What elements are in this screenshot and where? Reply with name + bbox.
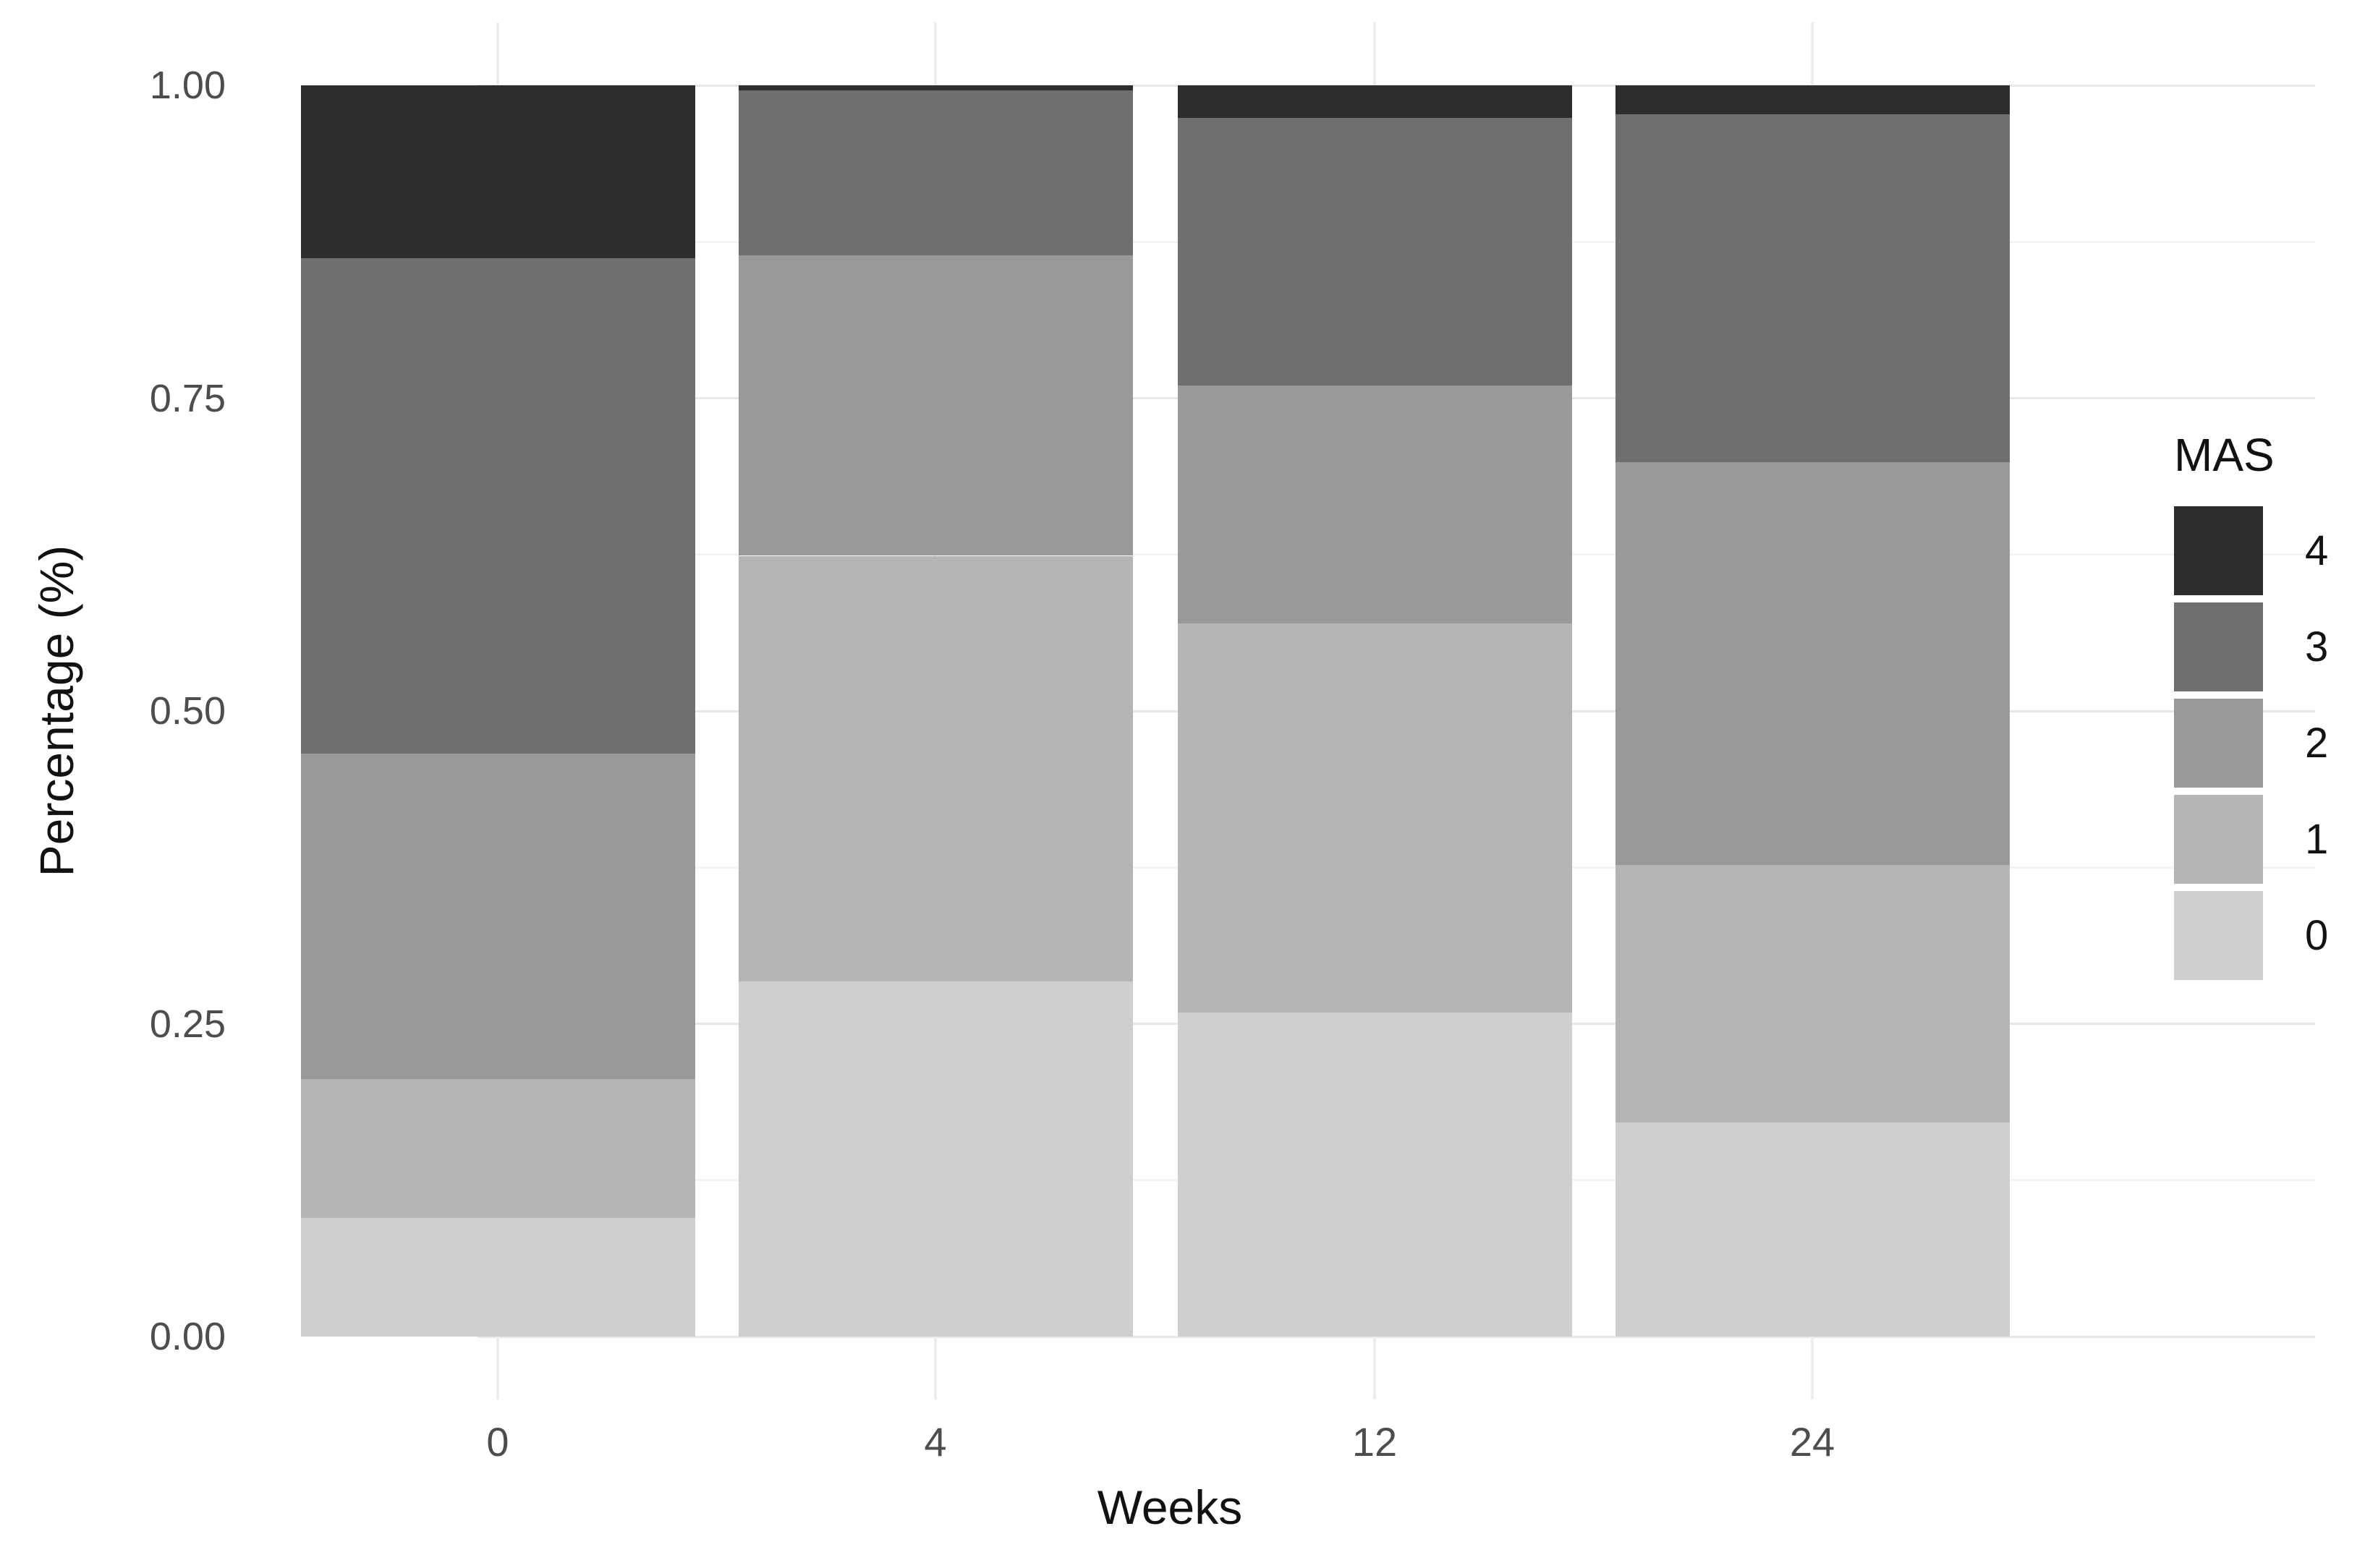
bar-segment-mas-4 [1615,85,2010,114]
bar-segment-mas-2 [1615,461,2010,865]
bar-segment-mas-1 [300,1078,695,1218]
y-axis-tick-label: 1.00 [149,64,226,107]
bar-segment-mas-3 [1177,118,1572,386]
bar-segment-mas-2 [300,753,695,1079]
legend-key-swatch [2174,795,2263,884]
bar-segment-mas-3 [738,90,1133,256]
bar-segment-mas-1 [1177,623,1572,1013]
legend-entry-label: 3 [2305,623,2329,670]
legend-key-swatch [2174,699,2263,788]
bar-segment-mas-1 [1615,864,2010,1123]
legend-entry: 4 [2174,506,2328,595]
x-axis-tick-label: 12 [1351,1419,1398,1465]
legend-title: MAS [2174,429,2275,481]
plot-panel [239,22,2315,1399]
x-axis-tick-label: 24 [1789,1419,1835,1465]
legend-entry-label: 4 [2305,527,2329,574]
x-axis-title: Weeks [1097,1480,1243,1534]
bar-segment-mas-2 [738,255,1133,556]
x-axis-tick-label: 0 [486,1419,509,1465]
bar-segment-mas-4 [1177,85,1572,118]
legend-entry: 2 [2174,699,2328,788]
legend-entry: 1 [2174,795,2328,884]
y-axis-tick-label: 0.75 [149,377,226,420]
legend-entry-label: 1 [2305,816,2329,863]
y-axis-tick-label: 0.00 [149,1315,226,1358]
legend-key-swatch [2174,506,2263,595]
legend-key-swatch [2174,602,2263,691]
bar-segment-mas-1 [738,555,1133,981]
legend-entry: 3 [2174,602,2328,691]
legend: MAS 4 3 2 1 0 [2174,428,2328,987]
legend-entry-label: 2 [2305,720,2329,767]
legend-key-swatch [2174,891,2263,980]
bar-segment-mas-0 [300,1217,695,1337]
bar-segment-mas-3 [1615,114,2010,462]
y-axis-tick-label: 0.50 [149,689,226,733]
bar-segment-mas-0 [1615,1122,2010,1337]
bar-segment-mas-2 [1177,385,1572,623]
bar-segment-mas-4 [300,85,695,258]
legend-entry: 0 [2174,891,2328,980]
bar-segment-mas-0 [738,981,1133,1337]
bar-segment-mas-0 [1177,1012,1572,1337]
bar-segment-mas-4 [738,85,1133,90]
gridline-major [477,1335,2315,1338]
x-axis-tick-label: 4 [924,1419,947,1465]
bar-segment-mas-3 [300,257,695,754]
legend-entry-label: 0 [2305,912,2329,959]
y-axis-tick-label: 0.25 [149,1002,226,1046]
